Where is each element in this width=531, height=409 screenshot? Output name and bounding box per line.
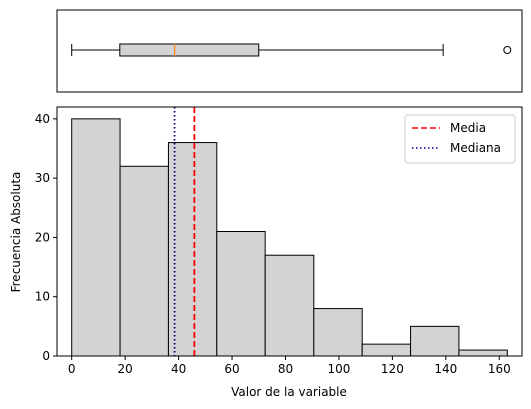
legend-frame — [404, 114, 516, 164]
legend: Media Mediana — [404, 114, 516, 164]
legend-media-label: Media — [450, 121, 486, 135]
x-tick-label: 140 — [434, 362, 457, 376]
y-tick-label: 10 — [35, 290, 50, 304]
boxplot-panel — [56, 9, 523, 93]
histogram-bars — [71, 118, 508, 357]
x-tick-label: 100 — [327, 362, 350, 376]
histogram-bar — [313, 308, 363, 357]
histogram-bar — [361, 343, 412, 357]
x-axis-label: Valor de la variable — [231, 385, 347, 399]
x-tick-label: 120 — [381, 362, 404, 376]
histogram-frame — [56, 106, 523, 357]
histogram-bar — [264, 254, 315, 357]
histogram-panel: 0 20 40 60 80 100 120 140 160 0 10 20 30 40 Valor de… — [9, 106, 523, 399]
y-tick-label: 40 — [35, 112, 50, 126]
y-axis-label: Frecuencia Absoluta — [9, 172, 23, 293]
histogram-bar — [119, 165, 169, 357]
x-tick-label: 60 — [224, 362, 239, 376]
x-tick-label: 80 — [278, 362, 293, 376]
x-tick-label: 0 — [68, 362, 76, 376]
y-axis-ticks: 0 10 20 30 40 — [35, 112, 57, 363]
x-tick-label: 40 — [171, 362, 186, 376]
reference-lines — [173, 107, 196, 356]
histogram-bar — [216, 231, 266, 357]
outlier-point — [503, 46, 512, 54]
histogram-bar — [458, 349, 508, 357]
x-tick-label: 160 — [488, 362, 511, 376]
histogram-bar — [71, 118, 121, 357]
boxplot-marks — [71, 43, 512, 57]
legend-mediana-label: Mediana — [450, 141, 501, 155]
y-tick-label: 20 — [35, 230, 50, 244]
y-tick-label: 0 — [42, 349, 50, 363]
iqr-box — [119, 43, 260, 57]
histogram-bar — [167, 142, 218, 357]
x-axis-ticks: 0 20 40 60 80 100 120 140 160 — [68, 356, 511, 376]
histogram-bar — [410, 325, 460, 357]
y-tick-label: 30 — [35, 171, 50, 185]
x-tick-label: 20 — [118, 362, 133, 376]
